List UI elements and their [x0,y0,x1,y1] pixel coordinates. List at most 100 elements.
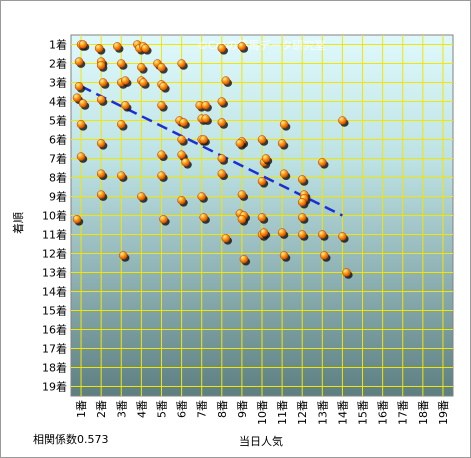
y-tick-label: 7着 [49,152,67,166]
data-point-marker [98,78,108,87]
data-point-marker [74,82,84,91]
data-point [318,158,329,169]
x-tick-label: 6番 [176,400,189,418]
data-point-marker [217,169,227,178]
data-point-marker [76,152,86,161]
data-point [76,120,88,131]
data-point-marker [121,76,130,85]
data-point-marker [119,251,128,260]
data-point-marker [237,215,247,224]
data-point [257,135,269,146]
data-point [119,251,130,262]
data-point-marker [338,232,347,241]
data-point [259,228,271,239]
y-tick-label: 9着 [49,190,67,204]
data-point [137,63,148,74]
data-point-marker [96,190,106,199]
y-tick-label: 19着 [42,380,67,394]
data-point-marker [297,230,307,239]
correlation-annotation: 相関係数0.573 [33,433,109,446]
y-tick-label: 2着 [49,57,67,71]
data-point [217,169,228,180]
data-point-marker [181,158,190,167]
data-point [217,44,228,55]
trendline [80,85,343,217]
x-tick-label: 1番 [75,400,88,418]
data-point [277,139,289,150]
data-point [96,61,108,72]
data-point-marker [159,82,168,91]
data-point-marker [121,101,130,110]
data-point [297,230,309,241]
data-point [318,230,329,241]
data-point [297,175,309,186]
data-point [177,196,188,207]
x-tick-label: 9番 [236,400,249,418]
data-point [201,101,212,112]
data-points [72,40,353,279]
data-point-marker [112,42,122,51]
data-point [96,139,108,150]
data-point [297,197,309,209]
data-point-marker [338,116,347,125]
x-tick-label: 17番 [397,400,410,425]
data-point [121,101,132,112]
data-point-marker [199,135,208,144]
data-point-marker [257,135,267,144]
x-tick-label: 5番 [155,400,168,418]
data-point [217,118,228,129]
x-tick-label: 14番 [336,400,349,425]
y-tick-label: 1着 [49,38,67,52]
data-point [279,120,291,131]
x-tick-label: 3番 [115,400,128,418]
data-point [157,171,168,182]
data-point [74,82,86,93]
data-point [78,99,90,110]
y-tick-label: 3着 [49,76,67,90]
x-tick-label: 12番 [296,400,309,425]
data-point-marker [179,118,188,127]
data-point-marker [318,158,327,167]
data-point-marker [201,101,210,110]
y-tick-label: 17着 [42,342,67,356]
data-point-marker [279,120,289,129]
data-point [179,118,190,129]
data-point-marker [157,101,166,110]
data-point [139,78,150,89]
data-point-marker [279,251,289,260]
data-point [112,42,124,53]
x-tick-label: 13番 [316,400,329,425]
data-point [338,116,349,127]
data-point [157,63,168,74]
data-point [159,82,170,93]
data-point-marker [277,139,287,148]
data-point [177,150,188,161]
y-tick-label: 10着 [42,209,67,223]
data-point [199,213,210,224]
y-tick-label: 11着 [42,228,67,242]
data-point [117,171,128,182]
data-point-marker [201,114,210,123]
data-point-marker [96,61,106,70]
data-point [221,76,233,87]
data-point-marker [78,99,88,108]
x-tick-label: 18番 [417,400,430,425]
data-point [94,44,106,55]
x-tick-label: 19番 [437,400,450,425]
y-tick-label: 13着 [42,266,67,280]
data-point-marker [217,118,227,127]
data-point [96,95,108,106]
data-point-marker [159,215,168,224]
data-point-marker [320,251,329,260]
data-point [157,101,168,112]
y-tick-label: 16着 [42,323,67,337]
data-point-marker [221,76,231,85]
data-point [237,42,249,53]
data-point-marker [297,175,307,184]
data-point [320,251,331,262]
data-point-marker [259,228,269,237]
data-point-marker [257,213,267,222]
x-tick-label: 15番 [357,400,370,425]
y-axis-ticks: 1着 2着 3着 4着 5着 6着 7着 8着 9着 10着 11着 12着 13着 14着 15着 16着 1… [42,38,67,394]
